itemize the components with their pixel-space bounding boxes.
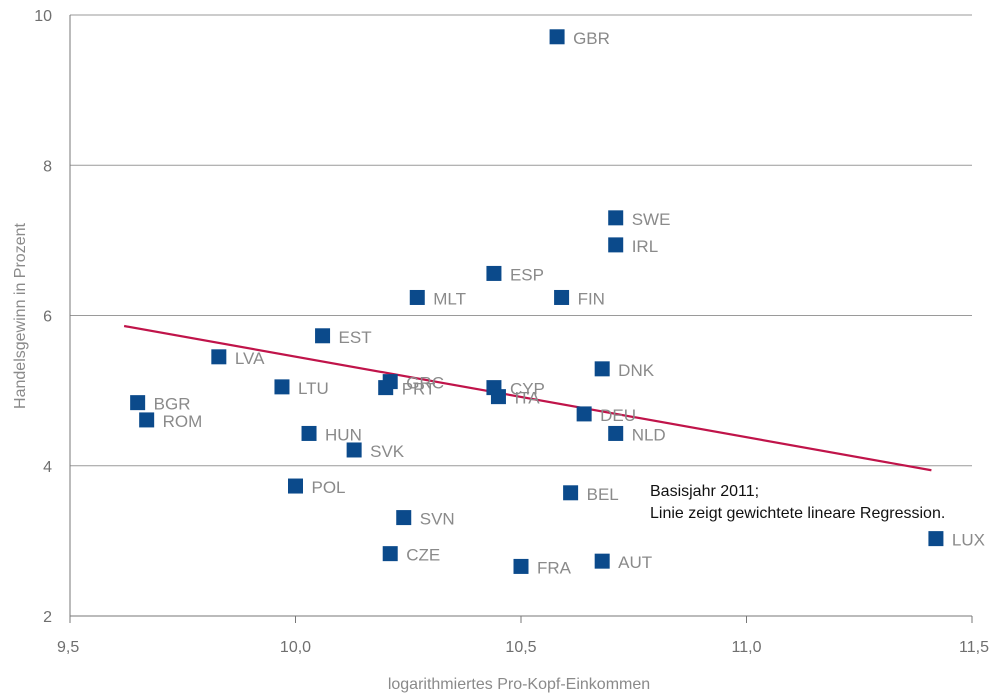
point-label: ESP bbox=[510, 265, 544, 284]
data-point: SVN bbox=[396, 510, 455, 529]
y-tick-label: 8 bbox=[43, 158, 52, 175]
point-marker bbox=[549, 29, 565, 45]
x-tick-label: 9,5 bbox=[57, 639, 79, 656]
gridlines bbox=[70, 14, 972, 467]
y-tick-labels: 2 4 6 8 10 bbox=[34, 8, 52, 626]
data-point: PRT bbox=[378, 380, 435, 399]
data-point: EST bbox=[315, 328, 372, 347]
point-label: LVA bbox=[235, 349, 265, 368]
data-point: FRA bbox=[513, 558, 572, 577]
point-label: SVN bbox=[420, 510, 455, 529]
point-label: PRT bbox=[402, 380, 436, 399]
y-axis-title: Handelsgewinn in Prozent bbox=[12, 223, 29, 409]
data-point: BEL bbox=[563, 485, 619, 504]
data-point: AUT bbox=[594, 553, 652, 572]
point-marker bbox=[274, 379, 290, 395]
data-point: FIN bbox=[554, 289, 605, 308]
point-label: CZE bbox=[406, 546, 440, 565]
data-point: POL bbox=[288, 478, 346, 497]
x-tick-label: 11,0 bbox=[732, 639, 762, 656]
point-label: CYP bbox=[510, 380, 545, 399]
point-marker bbox=[576, 406, 592, 422]
point-marker bbox=[396, 510, 412, 526]
regression-line bbox=[123, 324, 932, 472]
data-point: ROM bbox=[139, 412, 202, 431]
point-label: BGR bbox=[154, 395, 191, 414]
point-label: SVK bbox=[370, 442, 405, 461]
y-tick-label: 10 bbox=[34, 8, 52, 25]
point-label: GBR bbox=[573, 29, 610, 48]
x-tick-label: 11,5 bbox=[959, 639, 989, 656]
point-marker bbox=[928, 531, 944, 547]
annotation-line-1: Basisjahr 2011; bbox=[650, 483, 759, 500]
point-label: ITA bbox=[514, 389, 540, 408]
y-tick-label: 2 bbox=[43, 609, 52, 626]
data-point: LUX bbox=[928, 531, 985, 550]
point-label: MLT bbox=[433, 289, 466, 308]
point-label: LUX bbox=[952, 531, 985, 550]
point-marker bbox=[608, 210, 624, 226]
point-label: SWE bbox=[632, 210, 671, 229]
point-label: DEU bbox=[600, 406, 636, 425]
y-tick-label: 6 bbox=[43, 309, 52, 326]
point-marker bbox=[554, 289, 570, 305]
data-point: SVK bbox=[346, 442, 405, 461]
point-label: DNK bbox=[618, 361, 655, 380]
point-marker bbox=[315, 328, 331, 344]
point-label: LTU bbox=[298, 379, 329, 398]
y-tick-label: 4 bbox=[43, 459, 52, 476]
point-marker bbox=[139, 412, 155, 428]
point-marker bbox=[594, 553, 610, 569]
data-point: DNK bbox=[594, 361, 655, 380]
point-marker bbox=[382, 546, 398, 562]
x-axis-title: logarithmiertes Pro-Kopf-Einkommen bbox=[388, 676, 650, 693]
point-marker bbox=[301, 425, 317, 441]
point-marker bbox=[490, 389, 506, 405]
data-point: LVA bbox=[211, 349, 265, 368]
data-point: NLD bbox=[608, 425, 666, 444]
data-point: MLT bbox=[409, 289, 466, 308]
point-marker bbox=[563, 485, 579, 501]
point-marker bbox=[608, 425, 624, 441]
point-label: EST bbox=[339, 328, 372, 347]
data-point: ITA bbox=[490, 389, 540, 408]
data-point: DEU bbox=[576, 406, 636, 425]
data-points: GBR SWE IRL ESP MLT FIN EST LVA DNK CYP GRC LTU PRT I… bbox=[130, 29, 985, 577]
point-marker bbox=[288, 478, 303, 494]
point-label: IRL bbox=[632, 237, 658, 256]
data-point: GBR bbox=[549, 29, 610, 48]
point-label: FRA bbox=[537, 558, 572, 577]
data-point: SWE bbox=[608, 210, 670, 229]
point-label: GRC bbox=[406, 374, 444, 393]
point-label: FIN bbox=[578, 289, 605, 308]
point-label: AUT bbox=[618, 553, 652, 572]
data-point: IRL bbox=[608, 237, 658, 256]
x-tick-labels: 9,5 10,0 10,5 11,0 11,5 bbox=[57, 639, 989, 656]
data-point: CZE bbox=[382, 546, 440, 565]
point-label: POL bbox=[312, 478, 346, 497]
point-marker bbox=[211, 349, 227, 365]
point-marker bbox=[378, 380, 394, 396]
point-marker bbox=[513, 558, 529, 574]
data-point: LTU bbox=[274, 379, 329, 398]
data-point: BGR bbox=[130, 395, 190, 414]
point-marker bbox=[409, 289, 425, 305]
x-tick-label: 10,0 bbox=[280, 639, 311, 656]
annotation-line-2: Linie zeigt gewichtete lineare Regressio… bbox=[650, 505, 945, 522]
point-label: ROM bbox=[163, 412, 203, 431]
x-tick-label: 10,5 bbox=[505, 639, 536, 656]
data-point: ESP bbox=[486, 265, 544, 284]
point-label: NLD bbox=[632, 425, 666, 444]
data-point: HUN bbox=[301, 425, 362, 444]
point-marker bbox=[594, 361, 610, 377]
point-label: BEL bbox=[587, 485, 619, 504]
point-marker bbox=[486, 265, 502, 281]
axes bbox=[69, 15, 973, 623]
point-label: HUN bbox=[325, 425, 362, 444]
point-marker bbox=[608, 237, 624, 253]
point-marker bbox=[130, 395, 146, 411]
point-marker bbox=[346, 442, 362, 458]
